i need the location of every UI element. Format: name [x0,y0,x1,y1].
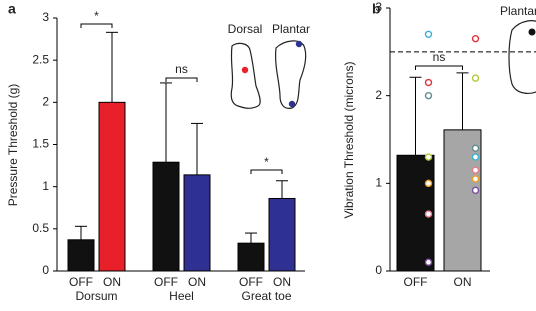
subject-point [424,91,433,100]
significance-label: * [94,9,99,23]
bar [152,161,180,272]
inset-label: Dorsal [228,22,263,36]
y-tick-label: 2 [42,95,49,109]
group-label: Heel [169,289,194,303]
subject-point [424,179,433,188]
x-tick-label: ON [273,275,291,289]
inset-label: Plantar [272,22,310,36]
x-tick-label: OFF [239,275,263,289]
subject-point [471,175,480,183]
dorsal-site [241,66,249,74]
significance-bracket [415,65,463,70]
panel-label: b [372,1,381,17]
significance-bracket [80,23,113,28]
significance-label: ns [175,62,188,76]
y-tick-label: 0 [42,263,49,277]
x-tick-label: OFF [69,275,93,289]
plantar-foot [274,40,307,109]
subject-point [424,210,433,218]
subject-point [471,74,480,82]
significance-bracket [165,77,198,82]
panel-label: a [8,1,16,17]
inset-label: Plantar [500,4,536,18]
significance-label: ns [433,50,446,64]
y-axis-title: Pressure Threshold (g) [6,84,20,207]
subject-point [424,258,433,266]
y-tick-label: 1.5 [32,137,49,151]
y-tick-label: 2.5 [32,52,49,66]
plantar-site [295,40,303,48]
y-tick-label: 1 [42,179,49,193]
bar [443,129,482,272]
subject-point [471,153,480,161]
plantar-site [528,28,536,36]
bar [98,101,126,272]
plantar-foot [508,20,536,94]
bar [183,174,211,272]
subject-point [424,78,433,87]
x-tick-label: OFF [154,275,178,289]
y-tick-label: 3 [42,10,49,24]
subject-point [471,144,480,152]
x-tick-label: OFF [404,275,428,289]
subject-point [471,186,480,195]
bar [268,197,296,272]
plantar-site [288,100,296,108]
significance-bracket [250,169,283,174]
x-tick-label: ON [188,275,206,289]
group-label: Dorsum [75,289,117,303]
subject-point [424,30,433,38]
y-axis-title: Vibration Threshold (microns) [342,62,356,219]
x-tick-label: ON [103,275,121,289]
y-tick-label: 0 [375,263,382,277]
y-tick-label: 3 [375,0,382,14]
x-tick-label: ON [454,275,472,289]
significance-label: * [264,155,269,169]
subject-point [471,166,480,174]
group-label: Great toe [241,289,291,303]
y-tick-label: 1 [375,176,382,190]
bar [237,242,265,272]
subject-point [424,153,433,161]
y-tick-label: 2 [375,88,382,102]
bar [67,239,95,272]
dorsal-foot [230,42,261,109]
subject-point [471,34,480,43]
y-tick-label: 0.5 [32,221,49,235]
